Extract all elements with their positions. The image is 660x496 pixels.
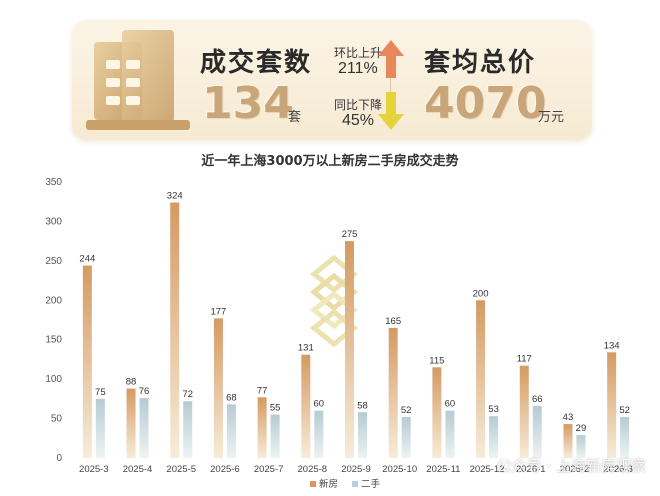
- data-label-resale: 60: [314, 399, 325, 410]
- yoy-label: 同比下降: [334, 98, 383, 112]
- data-label-resale: 52: [619, 405, 630, 416]
- bar-new-home: [563, 424, 573, 458]
- bar-resale: [139, 398, 149, 458]
- bar-new-home: [607, 352, 617, 458]
- x-tick-label: 2025-7: [254, 464, 284, 475]
- data-label-new-home: 88: [126, 377, 137, 388]
- data-label-resale: 29: [576, 423, 587, 434]
- data-label-resale: 66: [532, 394, 543, 405]
- data-label-new-home: 165: [385, 316, 401, 327]
- data-label-new-home: 275: [342, 229, 358, 240]
- x-tick-label: 2026-1: [516, 464, 546, 475]
- bar-resale: [620, 416, 630, 458]
- data-label-resale: 52: [401, 405, 412, 416]
- data-label-new-home: 131: [298, 343, 314, 354]
- data-label-resale: 58: [357, 400, 368, 411]
- y-tick-label: 50: [51, 414, 63, 425]
- data-label-new-home: 177: [210, 306, 226, 317]
- bar-new-home: [213, 318, 223, 458]
- bar-resale: [270, 414, 280, 458]
- avg-unit: 万元: [538, 110, 565, 125]
- data-label-new-home: 200: [473, 288, 489, 299]
- chart-title: 近一年上海3000万以上新房二手房成交走势: [201, 154, 459, 169]
- legend-swatch: [352, 481, 358, 487]
- data-label-resale: 55: [270, 403, 281, 414]
- y-tick-label: 350: [45, 177, 62, 188]
- x-tick-label: 2025-8: [298, 464, 328, 475]
- legend-label: 新房: [319, 478, 338, 490]
- deals-label: 成交套数: [200, 48, 313, 78]
- y-tick-label: 250: [45, 256, 62, 267]
- mom-label: 环比上升: [334, 46, 383, 60]
- data-label-resale: 68: [226, 392, 237, 403]
- building-icon: [86, 30, 190, 130]
- y-tick-label: 200: [45, 295, 62, 306]
- bar-new-home: [82, 265, 92, 458]
- divider: [390, 42, 391, 122]
- x-tick-label: 2026-2: [560, 464, 590, 475]
- y-tick-label: 300: [45, 216, 62, 227]
- bar-resale: [95, 398, 105, 458]
- y-tick-label: 150: [45, 335, 62, 346]
- mom-value: 211%: [338, 60, 378, 77]
- watermark-text: 公众号 · 上海新房观察: [496, 457, 646, 475]
- x-tick-label: 2025-9: [341, 464, 371, 475]
- data-label-new-home: 43: [563, 412, 574, 423]
- y-tick-label: 100: [45, 374, 62, 385]
- data-label-new-home: 324: [167, 191, 183, 202]
- bar-new-home: [257, 397, 267, 458]
- data-label-new-home: 77: [257, 385, 268, 396]
- legend-label: 二手: [361, 478, 381, 490]
- x-tick-label: 2025-11: [426, 464, 460, 475]
- legend-swatch: [310, 481, 316, 487]
- x-tick-label: 2026-3: [603, 464, 633, 475]
- data-label-resale: 53: [488, 404, 499, 415]
- x-tick-label: 2025-6: [210, 464, 240, 475]
- bar-resale: [489, 416, 499, 458]
- yoy-value: 45%: [342, 112, 375, 129]
- bar-new-home: [345, 241, 354, 458]
- bar-resale: [183, 401, 193, 458]
- data-label-new-home: 117: [517, 354, 532, 365]
- bar-new-home: [388, 327, 398, 458]
- deals-value: 134: [202, 78, 294, 129]
- data-label-new-home: 244: [79, 254, 95, 265]
- summary-banner: 成交套数 134 套 环比上升 211% 同比下降 45% 套均总价 4070 …: [72, 20, 592, 140]
- y-tick-label: 0: [56, 453, 62, 464]
- chart-area: 近一年上海3000万以上新房二手房成交走势 0 50 100 150 200 250 300…: [0, 150, 660, 496]
- bar-resale: [314, 410, 324, 458]
- avg-label: 套均总价: [424, 48, 537, 78]
- bar-resale: [445, 410, 455, 458]
- bar-resale: [358, 412, 367, 458]
- bar-new-home: [126, 388, 136, 458]
- bar-new-home: [519, 365, 529, 458]
- bar-resale: [532, 405, 542, 458]
- bar-new-home: [432, 367, 442, 458]
- data-label-resale: 60: [445, 399, 456, 410]
- deals-unit: 套: [288, 110, 302, 125]
- bar-resale: [576, 435, 586, 458]
- bar-resale: [401, 416, 411, 458]
- bar-new-home: [301, 354, 311, 458]
- x-tick-label: 2025-10: [382, 464, 417, 475]
- data-label-resale: 76: [139, 386, 150, 397]
- x-tick-label: 2025-5: [166, 464, 196, 475]
- bar-new-home: [170, 202, 180, 458]
- data-label-resale: 75: [95, 387, 106, 398]
- data-label-new-home: 115: [429, 355, 444, 366]
- x-tick-label: 2025-4: [123, 464, 153, 475]
- x-tick-label: 2025-3: [79, 464, 109, 475]
- arrow-down-icon: [378, 92, 404, 130]
- data-label-new-home: 134: [604, 340, 620, 351]
- data-label-resale: 72: [182, 389, 193, 400]
- x-tick-label: 2025-12: [470, 464, 505, 475]
- bar-resale: [226, 404, 236, 458]
- bar-new-home: [476, 300, 486, 458]
- avg-value: 4070: [424, 78, 547, 129]
- arrow-up-icon: [378, 40, 404, 78]
